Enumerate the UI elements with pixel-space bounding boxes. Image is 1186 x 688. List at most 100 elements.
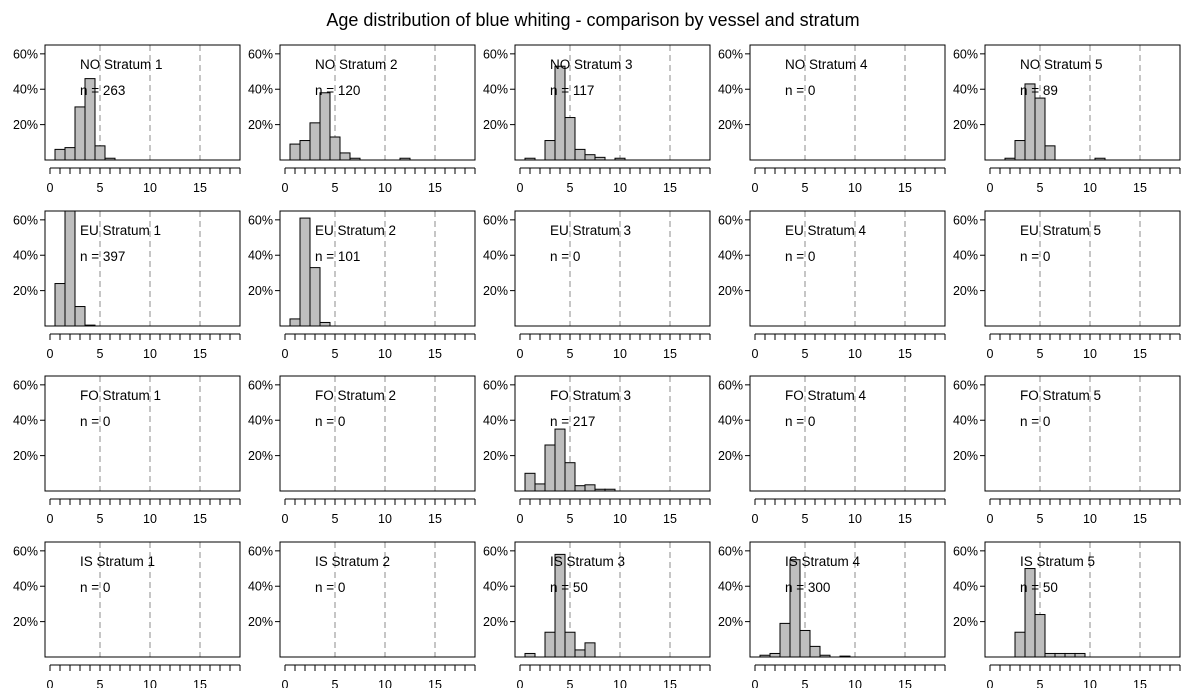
x-tick-label: 5 [97, 181, 104, 195]
y-tick-label: 20% [953, 284, 978, 298]
panel-frame [44, 210, 241, 327]
panel: 20% 40% 60% 0 5 10 15 NO Stratum 5 n = 89 [953, 44, 1181, 195]
y-tick-label: 20% [248, 615, 273, 629]
x-tick-label: 10 [378, 347, 392, 361]
x-tick-label: 10 [848, 512, 862, 526]
panel: 20% 40% 60% 0 5 10 15 FO Stratum 2 n = 0 [248, 375, 476, 526]
histogram-bar [584, 154, 596, 161]
x-tick-label: 5 [1037, 181, 1044, 195]
histogram-bar [564, 462, 576, 492]
chart-title: Age distribution of blue whiting - compa… [326, 10, 859, 30]
x-tick-label: 15 [428, 512, 442, 526]
x-tick-label: 0 [752, 347, 759, 361]
histogram-bar [1054, 652, 1066, 658]
y-tick-label: 20% [953, 615, 978, 629]
x-tick-label: 15 [663, 347, 677, 361]
panel-title: NO Stratum 3 [550, 57, 633, 72]
y-tick-label: 40% [953, 580, 978, 594]
panel-title: EU Stratum 3 [550, 223, 631, 238]
y-tick-label: 60% [13, 213, 38, 227]
x-tick-label: 5 [802, 181, 809, 195]
sample-size-label: n = 89 [1020, 83, 1058, 98]
panel-frame [514, 210, 711, 327]
y-tick-label: 60% [483, 213, 508, 227]
x-tick-label: 0 [517, 512, 524, 526]
y-tick-label: 40% [483, 83, 508, 97]
y-tick-label: 60% [483, 378, 508, 392]
x-tick-label: 5 [567, 347, 574, 361]
histogram-bar [554, 553, 566, 658]
histogram-bar [544, 140, 556, 161]
x-tick-label: 0 [517, 181, 524, 195]
x-tick-label: 10 [1083, 512, 1097, 526]
x-tick-label: 15 [898, 347, 912, 361]
histogram-bar [289, 143, 301, 161]
y-tick-label: 20% [483, 449, 508, 463]
x-tick-label: 15 [1133, 678, 1147, 688]
histogram-bar [339, 152, 351, 161]
x-tick-label: 0 [47, 512, 54, 526]
y-tick-label: 20% [718, 284, 743, 298]
x-tick-label: 15 [428, 347, 442, 361]
histogram-bar [64, 210, 76, 327]
x-tick-label: 15 [193, 512, 207, 526]
y-tick-label: 40% [953, 414, 978, 428]
y-tick-label: 20% [248, 449, 273, 463]
x-tick-label: 0 [517, 678, 524, 688]
x-tick-label: 0 [47, 181, 54, 195]
panel-frame [514, 541, 711, 658]
histogram-bar [574, 148, 586, 161]
x-tick-label: 0 [282, 347, 289, 361]
y-tick-label: 20% [483, 118, 508, 132]
sample-size-label: n = 0 [315, 580, 345, 595]
y-tick-label: 20% [483, 284, 508, 298]
y-tick-label: 20% [13, 118, 38, 132]
y-tick-label: 40% [13, 249, 38, 263]
y-tick-label: 40% [953, 249, 978, 263]
x-tick-label: 0 [47, 347, 54, 361]
panel-frame [749, 375, 946, 492]
panel-frame [984, 375, 1181, 492]
histogram-bar [94, 145, 106, 161]
histogram-bar [1014, 140, 1026, 161]
histogram-bar [544, 444, 556, 492]
panel: 20% 40% 60% 0 5 10 15 FO Stratum 1 n = 0 [13, 375, 241, 526]
panel-frame [984, 541, 1181, 658]
x-tick-label: 0 [987, 347, 994, 361]
panel-title: NO Stratum 5 [1020, 57, 1103, 72]
sample-size-label: n = 263 [80, 83, 125, 98]
panel-title: NO Stratum 2 [315, 57, 398, 72]
x-tick-label: 5 [1037, 678, 1044, 688]
y-tick-label: 40% [483, 414, 508, 428]
x-tick-label: 5 [332, 512, 339, 526]
x-tick-label: 15 [663, 512, 677, 526]
histogram-bar [74, 306, 86, 327]
sample-size-label: n = 0 [80, 414, 110, 429]
sample-size-label: n = 300 [785, 580, 830, 595]
y-tick-label: 40% [248, 83, 273, 97]
histogram-bar [564, 631, 576, 658]
x-tick-label: 10 [1083, 678, 1097, 688]
panel-title: EU Stratum 1 [80, 223, 161, 238]
x-tick-label: 15 [1133, 181, 1147, 195]
y-tick-label: 60% [483, 47, 508, 61]
panel: 20% 40% 60% 0 5 10 15 IS Stratum 5 n = 50 [953, 541, 1181, 688]
panel-title: IS Stratum 2 [315, 554, 390, 569]
y-tick-label: 60% [13, 378, 38, 392]
histogram-bar [564, 117, 576, 161]
histogram-bar [1034, 614, 1046, 658]
x-tick-label: 0 [752, 678, 759, 688]
x-tick-label: 10 [143, 347, 157, 361]
y-tick-label: 60% [248, 544, 273, 558]
y-tick-label: 40% [13, 414, 38, 428]
y-tick-label: 20% [718, 118, 743, 132]
sample-size-label: n = 0 [315, 414, 345, 429]
panel-title: NO Stratum 4 [785, 57, 868, 72]
y-tick-label: 60% [718, 378, 743, 392]
panel-title: EU Stratum 4 [785, 223, 867, 238]
sample-size-label: n = 50 [1020, 580, 1058, 595]
panel-title: IS Stratum 3 [550, 554, 625, 569]
x-tick-label: 0 [752, 181, 759, 195]
panel-title: EU Stratum 2 [315, 223, 396, 238]
panel-title: FO Stratum 3 [550, 388, 631, 403]
